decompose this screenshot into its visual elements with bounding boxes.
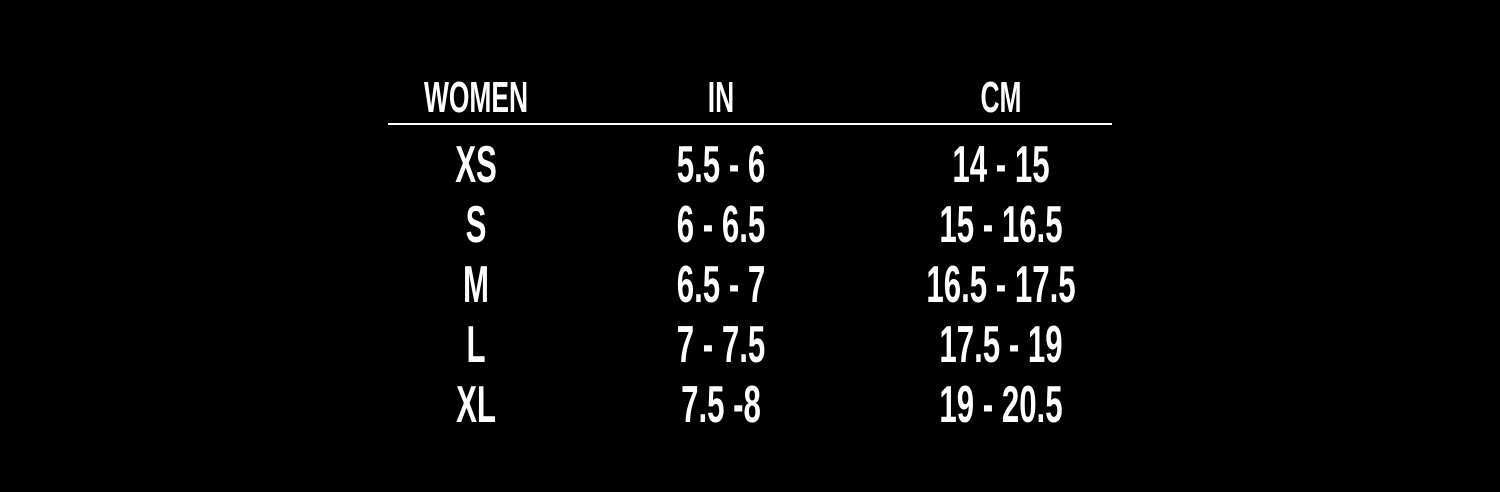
row-0-size: XS	[455, 136, 497, 194]
header-in: IN	[707, 73, 735, 122]
row-1-size: S	[465, 196, 487, 254]
row-1-inches: 6 - 6.5	[676, 196, 766, 254]
row-2-size: M	[463, 256, 489, 314]
row-4-centimeters: 19 - 20.5	[939, 376, 1063, 434]
row-3-centimeters: 17.5 - 19	[939, 316, 1063, 374]
row-2-inches: 6.5 - 7	[676, 256, 766, 314]
header-divider	[388, 123, 1112, 125]
row-4-size: XL	[456, 376, 496, 434]
header-cm: CM	[980, 73, 1022, 122]
row-0-inches: 5.5 - 6	[676, 136, 766, 194]
row-3-size: L	[466, 316, 486, 374]
row-4-inches: 7.5 -8	[681, 376, 761, 434]
row-0-centimeters: 14 - 15	[952, 136, 1050, 194]
row-3-inches: 7 - 7.5	[676, 316, 766, 374]
row-1-centimeters: 15 - 16.5	[939, 196, 1063, 254]
row-2-centimeters: 16.5 - 17.5	[926, 256, 1076, 314]
header-women: WOMEN	[423, 73, 529, 122]
